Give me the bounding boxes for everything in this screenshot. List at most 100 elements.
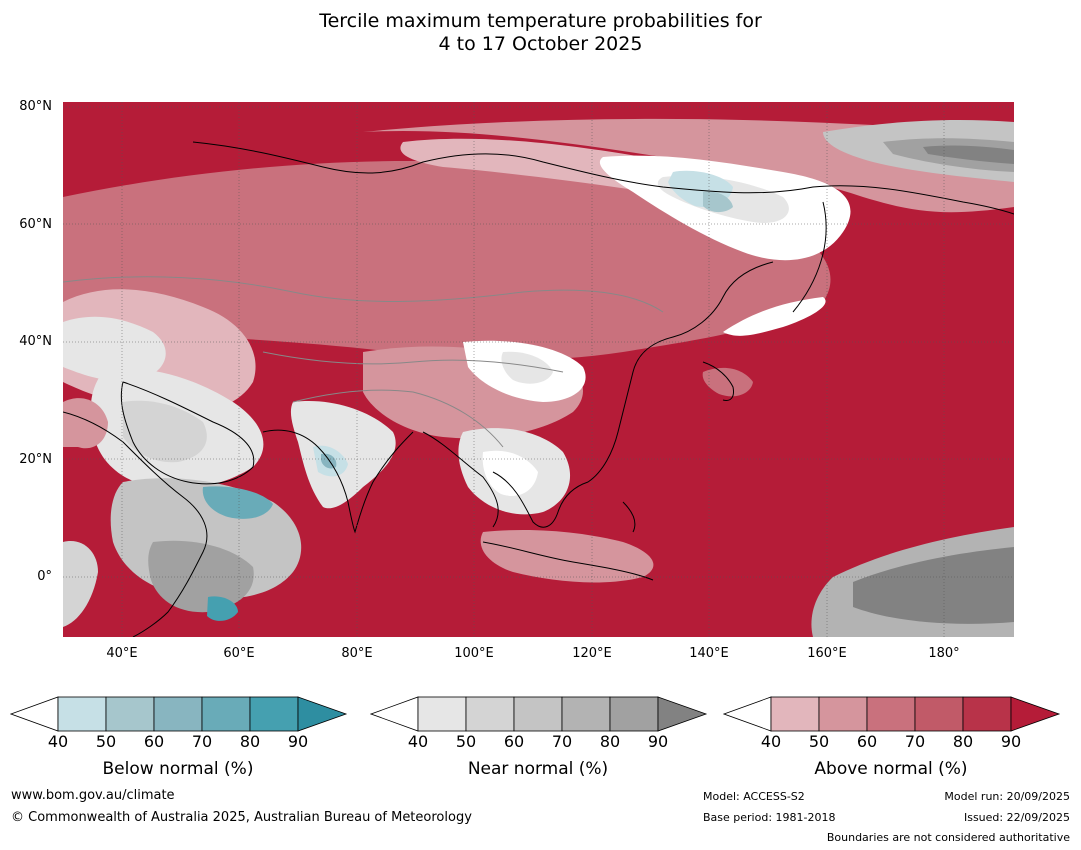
legend-below-colorbar <box>9 696 348 732</box>
legend-tick: 70 <box>904 732 926 751</box>
legend-tick: 80 <box>599 732 621 751</box>
legend-above-normal <box>722 696 1063 736</box>
legend-above-title: Above normal (%) <box>814 759 968 779</box>
region-madagascar-below <box>207 596 238 621</box>
legend-near-title: Near normal (%) <box>467 759 609 779</box>
legend-swatch <box>962 696 1012 732</box>
region-egypt-above <box>63 398 108 449</box>
lat-label-80n: 80°N <box>19 99 52 114</box>
legend-swatch <box>105 696 155 732</box>
border-central-asia <box>262 351 564 373</box>
legend-arrow-high <box>1010 696 1061 732</box>
lat-label-60n: 60°N <box>19 217 52 232</box>
footer-issued: Issued: 22/09/2025 <box>963 811 1070 824</box>
legend-tick: 90 <box>287 732 309 751</box>
legend-swatch <box>866 696 916 732</box>
footer-model: Model: ACCESS-S2 <box>703 790 805 803</box>
lon-label-180: 180° <box>928 646 960 661</box>
border-russia-south <box>63 276 664 313</box>
legend-tick: 50 <box>808 732 830 751</box>
footer-base-period: Base period: 1981-2018 <box>703 811 836 824</box>
lon-label-160e: 160°E <box>807 646 847 661</box>
lon-label-120e: 120°E <box>572 646 612 661</box>
map-svg <box>63 102 1014 637</box>
coast-east-africa <box>63 411 208 637</box>
title-line-1: Tercile maximum temperature probabilitie… <box>319 10 762 32</box>
region-west-africa-near <box>63 541 98 627</box>
lon-label-100e: 100°E <box>454 646 494 661</box>
legend-tick: 60 <box>503 732 525 751</box>
coast-kamchatka <box>792 201 827 313</box>
region-pacific-near-90 <box>853 547 1014 624</box>
title-line-2: 4 to 17 October 2025 <box>438 33 643 55</box>
legend-swatch <box>465 696 515 732</box>
coast-indonesia <box>482 541 654 581</box>
lon-label-60e: 60°E <box>223 646 255 661</box>
legend-arrow-high <box>657 696 708 732</box>
legend-swatch <box>818 696 868 732</box>
legend-tick: 40 <box>47 732 69 751</box>
lat-label-20n: 20°N <box>19 452 52 467</box>
region-caspian-near <box>63 316 166 382</box>
coast-india <box>262 429 414 534</box>
legend-swatch <box>201 696 251 732</box>
region-arabia-near-60 <box>123 400 207 463</box>
lon-label-40e: 40°E <box>106 646 138 661</box>
region-indonesia-above <box>480 530 654 583</box>
probability-map <box>63 102 1014 637</box>
legend-tick: 70 <box>551 732 573 751</box>
legend-swatch <box>513 696 563 732</box>
lon-label-80e: 80°E <box>341 646 373 661</box>
region-siberia-below-60 <box>703 191 733 213</box>
coast-east-asia <box>492 261 774 528</box>
region-china-near <box>501 351 553 384</box>
legend-tick: 60 <box>856 732 878 751</box>
footer-model-run: Model run: 20/09/2025 <box>944 790 1070 803</box>
legend-near-colorbar <box>369 696 708 732</box>
legend-swatch <box>770 696 820 732</box>
legend-swatch <box>417 696 467 732</box>
legend-above-colorbar <box>722 696 1061 732</box>
lon-label-140e: 140°E <box>689 646 729 661</box>
region-kuril-white <box>723 297 826 336</box>
legend-below-title: Below normal (%) <box>102 759 254 779</box>
legend-swatch <box>914 696 964 732</box>
gridlines <box>63 102 1014 637</box>
footer-disclaimer: Boundaries are not considered authoritat… <box>826 831 1070 844</box>
legend-arrow-low <box>9 696 59 732</box>
region-se-asia-white <box>482 450 538 496</box>
coastlines <box>63 141 1014 637</box>
footer-website: www.bom.gov.au/climate <box>11 788 175 803</box>
legend-swatch <box>609 696 659 732</box>
region-japan-above <box>702 367 753 397</box>
country-borders <box>63 276 664 448</box>
coast-arctic <box>192 141 1014 215</box>
border-himalaya <box>292 389 504 448</box>
region-somalia-below <box>202 486 273 519</box>
region-above-70 <box>63 161 831 361</box>
chart-title: Tercile maximum temperature probabilitie… <box>0 10 1081 56</box>
region-arctic-near-90 <box>923 145 1014 164</box>
legend-swatch <box>561 696 611 732</box>
lat-label-40n: 40°N <box>19 334 52 349</box>
footer-copyright: © Commonwealth of Australia 2025, Austra… <box>11 810 472 825</box>
coast-arabia <box>120 381 255 485</box>
legend-below-normal <box>9 696 350 736</box>
coast-japan <box>702 361 734 401</box>
coast-philippines <box>622 501 636 533</box>
legend-tick: 50 <box>95 732 117 751</box>
legend-tick: 80 <box>952 732 974 751</box>
region-tanzania-near <box>148 540 254 613</box>
legend-arrow-low <box>722 696 772 732</box>
legend-near-normal <box>369 696 710 736</box>
legend-tick: 60 <box>143 732 165 751</box>
legend-arrow-low <box>369 696 419 732</box>
legend-tick: 70 <box>191 732 213 751</box>
legend-tick: 40 <box>760 732 782 751</box>
legend-tick: 90 <box>1000 732 1022 751</box>
lat-label-0: 0° <box>37 569 52 584</box>
legend-swatch <box>249 696 299 732</box>
region-india-near <box>290 401 396 509</box>
legend-tick: 90 <box>647 732 669 751</box>
legend-swatch <box>57 696 107 732</box>
